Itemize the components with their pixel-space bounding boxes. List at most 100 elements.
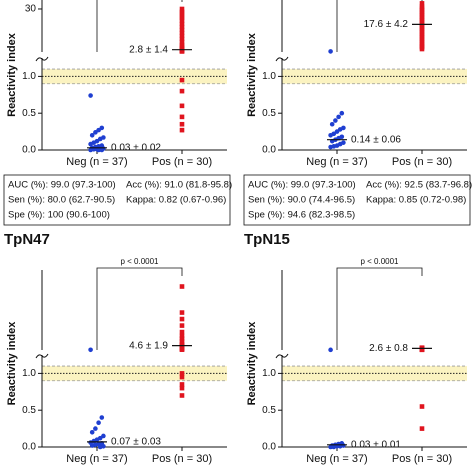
axis-break xyxy=(35,353,49,359)
dot xyxy=(179,21,185,27)
significance-bracket xyxy=(96,0,183,52)
dot xyxy=(89,132,95,138)
dot xyxy=(179,24,185,30)
dot xyxy=(179,338,185,344)
axis-break xyxy=(275,353,289,359)
stats-box xyxy=(3,174,231,226)
dot xyxy=(99,147,105,153)
dot xyxy=(99,125,105,131)
dot xyxy=(179,374,185,380)
y-tick-label: 0.5 xyxy=(262,405,276,416)
panel-title: TpN15 xyxy=(244,231,290,248)
dot xyxy=(328,347,333,353)
y-axis-title: Reactivity index xyxy=(246,321,258,406)
dot xyxy=(419,1,425,6)
mean-label: 2.6 ± 0.8 xyxy=(369,343,408,354)
dot xyxy=(419,404,425,409)
y-tick-label: 0.5 xyxy=(22,108,36,119)
dot xyxy=(96,147,101,153)
stat-text: AUC (%): 99.0 (97.3-100) xyxy=(248,180,356,191)
y-tick-label: 0.0 xyxy=(262,442,276,453)
significance-bracket xyxy=(96,267,183,350)
dot xyxy=(179,329,185,335)
x-tick-label: Neg (n = 37) xyxy=(66,156,127,168)
dot xyxy=(179,393,185,398)
dot xyxy=(179,39,185,45)
stat-text: Sen (%): 80.0 (62.7-90.5) xyxy=(8,195,115,206)
dot xyxy=(419,426,425,431)
dot xyxy=(179,11,185,16)
dot xyxy=(88,347,93,353)
cutoff-band xyxy=(282,69,467,84)
dot xyxy=(97,136,103,142)
y-axis-title: Reactivity index xyxy=(6,321,18,406)
dot xyxy=(179,310,185,315)
panel-title: TpN47 xyxy=(4,231,50,248)
dot xyxy=(88,141,93,147)
dot xyxy=(101,433,106,439)
dot xyxy=(179,30,185,36)
dot xyxy=(328,144,333,150)
significance-bracket xyxy=(336,0,423,52)
dot xyxy=(333,118,338,123)
dot xyxy=(179,333,185,339)
dot xyxy=(179,114,185,120)
mean-label: 0.03 ± 0.01 xyxy=(351,439,401,450)
mean-label: 17.6 ± 4.2 xyxy=(364,19,409,30)
dot xyxy=(99,415,105,420)
dot xyxy=(179,336,185,341)
dot xyxy=(179,316,185,322)
significance-bracket xyxy=(336,267,423,350)
stats-box xyxy=(243,174,471,226)
stat-text: Acc (%): 91.0 (81.8-95.8) xyxy=(126,180,232,191)
stat-text: Acc (%): 92.5 (83.7-96.8) xyxy=(366,180,472,191)
y-axis-title: Reactivity index xyxy=(246,32,258,117)
dot xyxy=(179,382,185,387)
dot xyxy=(93,426,98,431)
dot xyxy=(97,444,103,450)
dot xyxy=(179,347,185,352)
x-tick-label: Neg (n = 37) xyxy=(306,156,367,168)
dot xyxy=(96,127,101,133)
mean-label: 4.6 ± 1.9 xyxy=(129,340,168,351)
x-tick-label: Pos (n = 30) xyxy=(152,453,212,465)
y-tick-label: 0.0 xyxy=(262,145,276,156)
dot xyxy=(328,132,333,138)
y-tick-label: 0.0 xyxy=(22,145,36,156)
dot xyxy=(179,88,185,94)
x-tick-label: Pos (n = 30) xyxy=(392,156,452,168)
dot xyxy=(179,323,185,328)
dot xyxy=(89,429,95,435)
y-tick-label: 1.0 xyxy=(22,368,36,379)
dot xyxy=(179,385,185,391)
dot xyxy=(419,46,425,52)
y-axis-title: Reactivity index xyxy=(6,32,18,117)
dot xyxy=(93,130,98,135)
dot xyxy=(89,443,95,448)
stat-text: Kappa: 0.82 (0.67-0.96) xyxy=(126,195,226,206)
mean-label: 2.8 ± 1.4 xyxy=(129,44,168,55)
dot xyxy=(334,129,340,134)
dot xyxy=(179,6,185,12)
dot xyxy=(96,420,101,426)
y2-tick-label: 30 xyxy=(25,4,37,15)
dot xyxy=(339,110,345,116)
mean-label: 0.07 ± 0.03 xyxy=(111,436,161,447)
p-value: p < 0.0001 xyxy=(360,257,399,266)
dot xyxy=(328,444,333,450)
y-tick-label: 0.5 xyxy=(22,405,36,416)
dot xyxy=(179,18,185,24)
stat-text: Spe (%): 94.6 (82.3-98.5) xyxy=(248,210,355,221)
dot xyxy=(179,103,185,109)
x-tick-label: Neg (n = 37) xyxy=(66,453,127,465)
dot xyxy=(179,33,185,39)
y-tick-label: 1.0 xyxy=(262,368,276,379)
stat-text: Sen (%): 90.0 (74.4-96.5) xyxy=(248,195,355,206)
dot xyxy=(179,27,185,33)
y-tick-label: 1.0 xyxy=(262,71,276,82)
axis-break xyxy=(35,56,49,62)
dot xyxy=(88,147,93,153)
dot xyxy=(179,36,185,42)
dot xyxy=(336,114,341,120)
